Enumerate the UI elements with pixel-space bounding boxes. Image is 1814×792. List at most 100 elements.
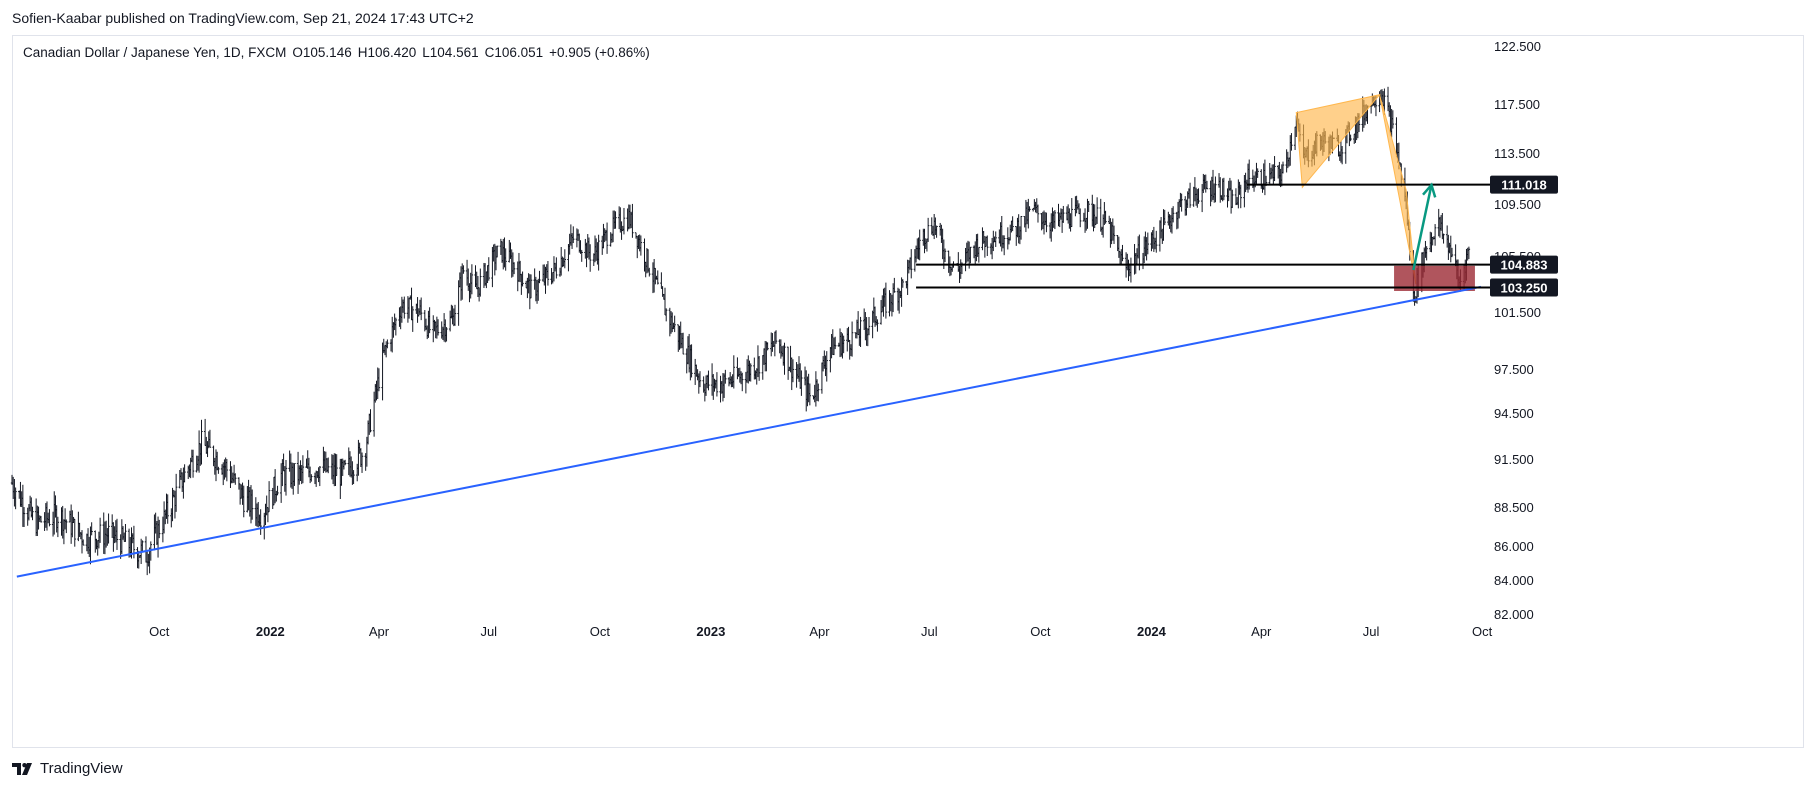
ohlc-bar [808,383,812,406]
ohlc-bar [825,351,828,382]
ohlc-bar [786,346,790,380]
ohlc-bar [986,235,989,257]
ohlc-bar [1019,215,1023,240]
ohlc-bar [741,372,744,392]
ohlc-bar [377,368,381,392]
ohlc-bar [217,466,220,474]
ohlc-bar [1231,189,1234,209]
ohlc-bar [1036,204,1040,223]
ohlc-bar [39,515,43,523]
target-arrow [1412,184,1433,271]
ohlc-bar [251,489,254,520]
ohlc-bar [360,452,364,473]
ohlc-bar [605,222,609,254]
ohlc-bar [850,321,854,357]
ohlc-bar [732,355,736,389]
ohlc-bar [1433,224,1437,246]
ohlc-bar [141,540,144,552]
ohlc-bar [588,244,592,272]
footer-brand[interactable]: TradingView [12,760,123,777]
time-tick-label: Oct [1030,624,1051,639]
level-label-bg [1490,175,1558,194]
ohlc-bar [800,370,803,396]
candles-layer [10,86,1471,576]
ohlc-bar [115,518,119,550]
ohlc-bar [90,522,93,536]
ohlc-bar [926,217,930,242]
ohlc-bar [386,339,389,349]
ohlc-bar [783,342,786,375]
ohlc-bar [918,229,921,261]
ohlc-bar [1205,180,1209,190]
footer-brand-label: TradingView [40,760,123,777]
ohlc-bar [200,419,203,465]
ohlc-bar [660,272,663,289]
ohlc-bar [546,260,550,286]
tradingview-logo-icon [12,762,32,775]
ohlc-bar [1180,193,1183,212]
ohlc-bar [910,249,913,279]
ohlc-bar [901,279,904,288]
ohlc-bar [1079,208,1082,228]
price-tick-label: 88.500 [1494,500,1534,515]
ohlc-bar [817,383,820,402]
ohlc-bar [1222,177,1226,201]
ohlc-bar [791,359,795,383]
ohlc-bar [1425,246,1428,261]
ohlc-bar [935,225,938,238]
ohlc-bar [174,473,178,512]
legend-symbol: Canadian Dollar / Japanese Yen, 1D, FXCM [23,45,287,60]
ohlc-bar [969,246,972,264]
ohlc-bar [1214,176,1217,203]
ohlc-bar [876,319,879,332]
ohlc-bar [1053,210,1057,230]
price-tick-label: 122.500 [1494,39,1541,54]
legend-high: H106.420 [357,45,417,60]
ohlc-bar [107,513,110,544]
ohlc-bar [1256,168,1259,178]
price-tick-label: 86.000 [1494,539,1534,554]
ohlc-bar [1045,212,1048,233]
ohlc-bar [301,455,305,484]
price-tick-label: 109.500 [1494,197,1541,212]
ohlc-bar [1095,197,1099,224]
ohlc-bar [428,307,431,334]
chart-frame[interactable] [12,35,1804,748]
publisher-line: Sofien-Kaabar published on TradingView.c… [12,10,474,26]
ohlc-bar [1391,110,1395,129]
ohlc-bar [411,306,414,332]
time-tick-label: Jul [1363,624,1380,639]
ohlc-bar [698,371,702,388]
ohlc-bar [1171,206,1175,223]
ohlc-bar [470,264,474,295]
price-tick-label: 97.500 [1494,362,1534,377]
ohlc-bar [512,262,516,275]
ohlc-bar [234,473,237,485]
ohlc-bar [191,449,195,478]
legend-low: L104.561 [422,45,479,60]
pattern-triangle-right [1379,94,1417,285]
ohlc-bar [622,207,626,235]
ohlc-bar [48,509,51,527]
ohlc-bar [98,517,102,543]
ohlc-bar [690,344,693,378]
legend-open: O105.146 [292,45,352,60]
ohlc-bar [1239,184,1242,209]
time-tick-label: Jul [480,624,497,639]
ohlc-bar [884,282,888,319]
ohlc-bar [1011,216,1014,232]
ohlc-bar [1442,233,1445,244]
ohlc-bar [166,494,169,524]
ohlc-bar [943,248,947,263]
ohlc-bar [487,257,490,281]
ohlc-bar [22,507,26,528]
ohlc-bar [673,315,676,333]
target-arrow-head [1422,182,1437,198]
ohlc-bar [1087,201,1090,212]
chart-legend: Canadian Dollar / Japanese Yen, 1D, FXCM… [23,45,656,60]
time-tick-label: 2024 [1137,624,1167,639]
ohlc-bar [867,316,871,336]
ohlc-bar [504,248,507,271]
price-tick-label: 91.500 [1494,452,1534,467]
